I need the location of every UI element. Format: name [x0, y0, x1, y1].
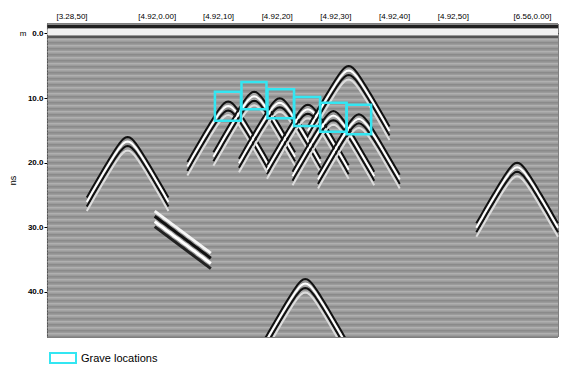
svg-text:30.0: 30.0: [28, 223, 44, 232]
svg-text:[4.92,50]: [4.92,50]: [438, 12, 469, 21]
svg-text:ns: ns: [8, 175, 18, 185]
svg-text:[4.92,30]: [4.92,30]: [320, 12, 351, 21]
svg-text:[3.28,50]: [3.28,50]: [56, 12, 87, 21]
svg-text:0.0: 0.0: [32, 29, 44, 38]
svg-text:m: m: [20, 29, 27, 38]
svg-text:[4.92,10]: [4.92,10]: [203, 12, 234, 21]
svg-text:Grave locations: Grave locations: [81, 352, 158, 364]
svg-text:10.0: 10.0: [28, 94, 44, 103]
svg-text:[4.92,20]: [4.92,20]: [262, 12, 293, 21]
svg-text:[4.92,0.00]: [4.92,0.00]: [138, 12, 176, 21]
svg-text:[4.92,40]: [4.92,40]: [379, 12, 410, 21]
svg-text:40.0: 40.0: [28, 287, 44, 296]
svg-text:[6.56,0.00]: [6.56,0.00]: [514, 12, 552, 21]
svg-text:20.0: 20.0: [28, 158, 44, 167]
